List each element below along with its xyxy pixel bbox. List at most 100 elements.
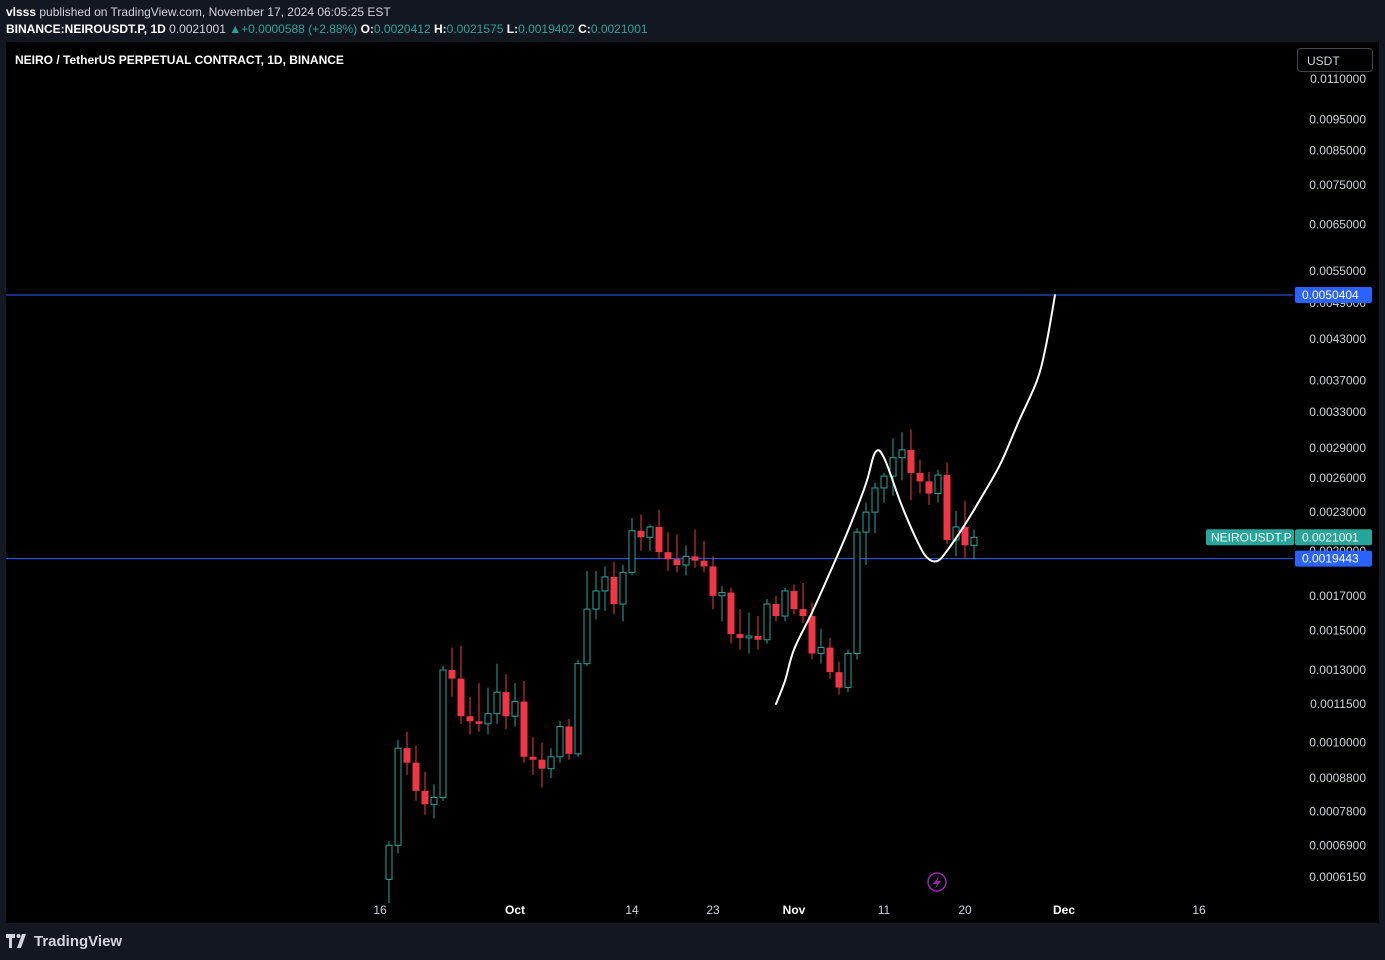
- candle-body: [628, 530, 636, 573]
- candle-body: [871, 487, 879, 513]
- price-label-1: 0.0019443: [1302, 552, 1359, 566]
- low-value: 0.0019402: [518, 22, 575, 36]
- candle-body: [808, 616, 816, 654]
- x-axis-tick-label: Nov: [783, 903, 806, 917]
- candle-body: [682, 555, 690, 566]
- chart-legend-title: NEIRO / TetherUS PERPETUAL CONTRACT, 1D,…: [15, 53, 344, 67]
- y-axis-tick-label: 0.0026000: [1309, 471, 1366, 485]
- candle-body: [862, 511, 870, 533]
- candle-body: [511, 701, 519, 717]
- chart-plot-area[interactable]: [6, 42, 1379, 923]
- candle-body: [664, 552, 672, 560]
- lightning-bolt-shape: [933, 876, 941, 889]
- candle-body: [529, 756, 537, 760]
- freehand-drawing: [775, 294, 1056, 705]
- candle-body: [754, 635, 762, 640]
- x-axis-tick-label: 14: [625, 903, 639, 917]
- lightning-icon[interactable]: [927, 872, 947, 892]
- y-axis-tick-label: 0.0008800: [1309, 771, 1366, 785]
- candle-body: [727, 592, 735, 635]
- ohlc-bar: BINANCE:NEIROUSDT.P, 1D 0.0021001 ▲+0.00…: [6, 22, 648, 36]
- candle-body: [907, 449, 915, 473]
- candle-body: [835, 672, 843, 688]
- symbol-price-tag-bg: [1206, 529, 1294, 546]
- tradingview-brand-text: TradingView: [34, 932, 123, 950]
- candle-body: [646, 526, 654, 538]
- x-axis-tick-label: Oct: [505, 903, 525, 917]
- candle-body: [565, 726, 573, 754]
- candle-body: [637, 530, 645, 538]
- candle-body: [421, 790, 429, 805]
- candle-body: [880, 475, 888, 489]
- price-label-bg-1: [1295, 550, 1372, 567]
- candle-body: [619, 571, 627, 605]
- y-axis-tick-label: 0.0075000: [1309, 178, 1366, 192]
- author-name[interactable]: vlsss: [6, 5, 37, 19]
- y-axis-tick-label: 0.0015000: [1309, 623, 1366, 637]
- candle-body: [556, 725, 564, 758]
- candle-body: [520, 701, 528, 757]
- y-axis-tick-label: 0.0033000: [1309, 405, 1366, 419]
- published-text: published on TradingView.com, November 1…: [39, 5, 391, 19]
- y-axis-tick-label: 0.0006150: [1309, 870, 1366, 884]
- y-axis-tick-label: 0.0013000: [1309, 663, 1366, 677]
- last-price-label-bg: [1295, 529, 1372, 546]
- open-value: 0.0020412: [373, 22, 431, 36]
- candle-body: [925, 481, 933, 494]
- close-label: C:: [578, 22, 591, 36]
- change-value: +0.0000588 (+2.88%): [241, 22, 358, 36]
- y-axis-tick-label: 0.0037000: [1309, 374, 1366, 388]
- symbol-label: BINANCE:NEIROUSDT.P, 1D: [6, 22, 166, 36]
- candle-body: [943, 475, 951, 540]
- candle-body: [502, 692, 510, 717]
- close-value: 0.0021001: [590, 22, 648, 36]
- y-axis-tick-label: 0.0095000: [1309, 113, 1366, 127]
- candle-body: [538, 759, 546, 769]
- candle-body: [403, 748, 411, 763]
- candle-body: [610, 576, 618, 605]
- candle-body: [484, 713, 492, 725]
- candle-body: [691, 556, 699, 561]
- x-axis-tick-label: Dec: [1053, 903, 1075, 917]
- price-label-0: 0.0050404: [1302, 288, 1359, 302]
- x-axis-tick-label: 20: [958, 903, 972, 917]
- candle-body: [781, 590, 789, 617]
- candle-body: [448, 670, 456, 679]
- candle-body: [916, 472, 924, 482]
- candle-body: [772, 604, 780, 617]
- x-axis-tick-label: 16: [373, 903, 387, 917]
- y-axis-tick-label: 0.0006900: [1309, 838, 1366, 852]
- currency-unit-button[interactable]: USDT: [1297, 48, 1373, 72]
- candle-body: [745, 635, 753, 639]
- candle-body: [412, 762, 420, 791]
- y-axis-tick-label: 0.0043000: [1309, 332, 1366, 346]
- candle-body: [655, 526, 663, 553]
- candle-body: [898, 449, 906, 459]
- x-axis-tick-label: 16: [1192, 903, 1206, 917]
- y-axis-tick-label: 0.0007800: [1309, 804, 1366, 818]
- open-label: O:: [360, 22, 374, 36]
- candle-body: [583, 608, 591, 665]
- high-label: H:: [433, 22, 447, 36]
- last-price: 0.0021001: [169, 22, 226, 36]
- candle-body: [601, 576, 609, 592]
- candle-body: [493, 691, 501, 715]
- y-axis-tick-label: 0.0017000: [1309, 589, 1366, 603]
- candle-body: [718, 592, 726, 597]
- candle-body: [430, 797, 438, 805]
- tradingview-logo[interactable]: TradingView: [6, 931, 122, 951]
- candle-body: [439, 669, 447, 799]
- y-axis-tick-label: 0.0011500: [1310, 697, 1366, 711]
- up-triangle-icon: ▲: [229, 22, 242, 36]
- candle-body: [736, 634, 744, 638]
- price-label-bg-0: [1295, 287, 1372, 304]
- candle-body: [970, 536, 978, 546]
- candle-body: [934, 474, 942, 495]
- candle-body: [961, 526, 969, 546]
- candle-body: [844, 652, 852, 689]
- candle-body: [574, 663, 582, 755]
- x-axis-tick-label: 23: [706, 903, 720, 917]
- candle-body: [709, 566, 717, 596]
- candle-body: [466, 716, 474, 722]
